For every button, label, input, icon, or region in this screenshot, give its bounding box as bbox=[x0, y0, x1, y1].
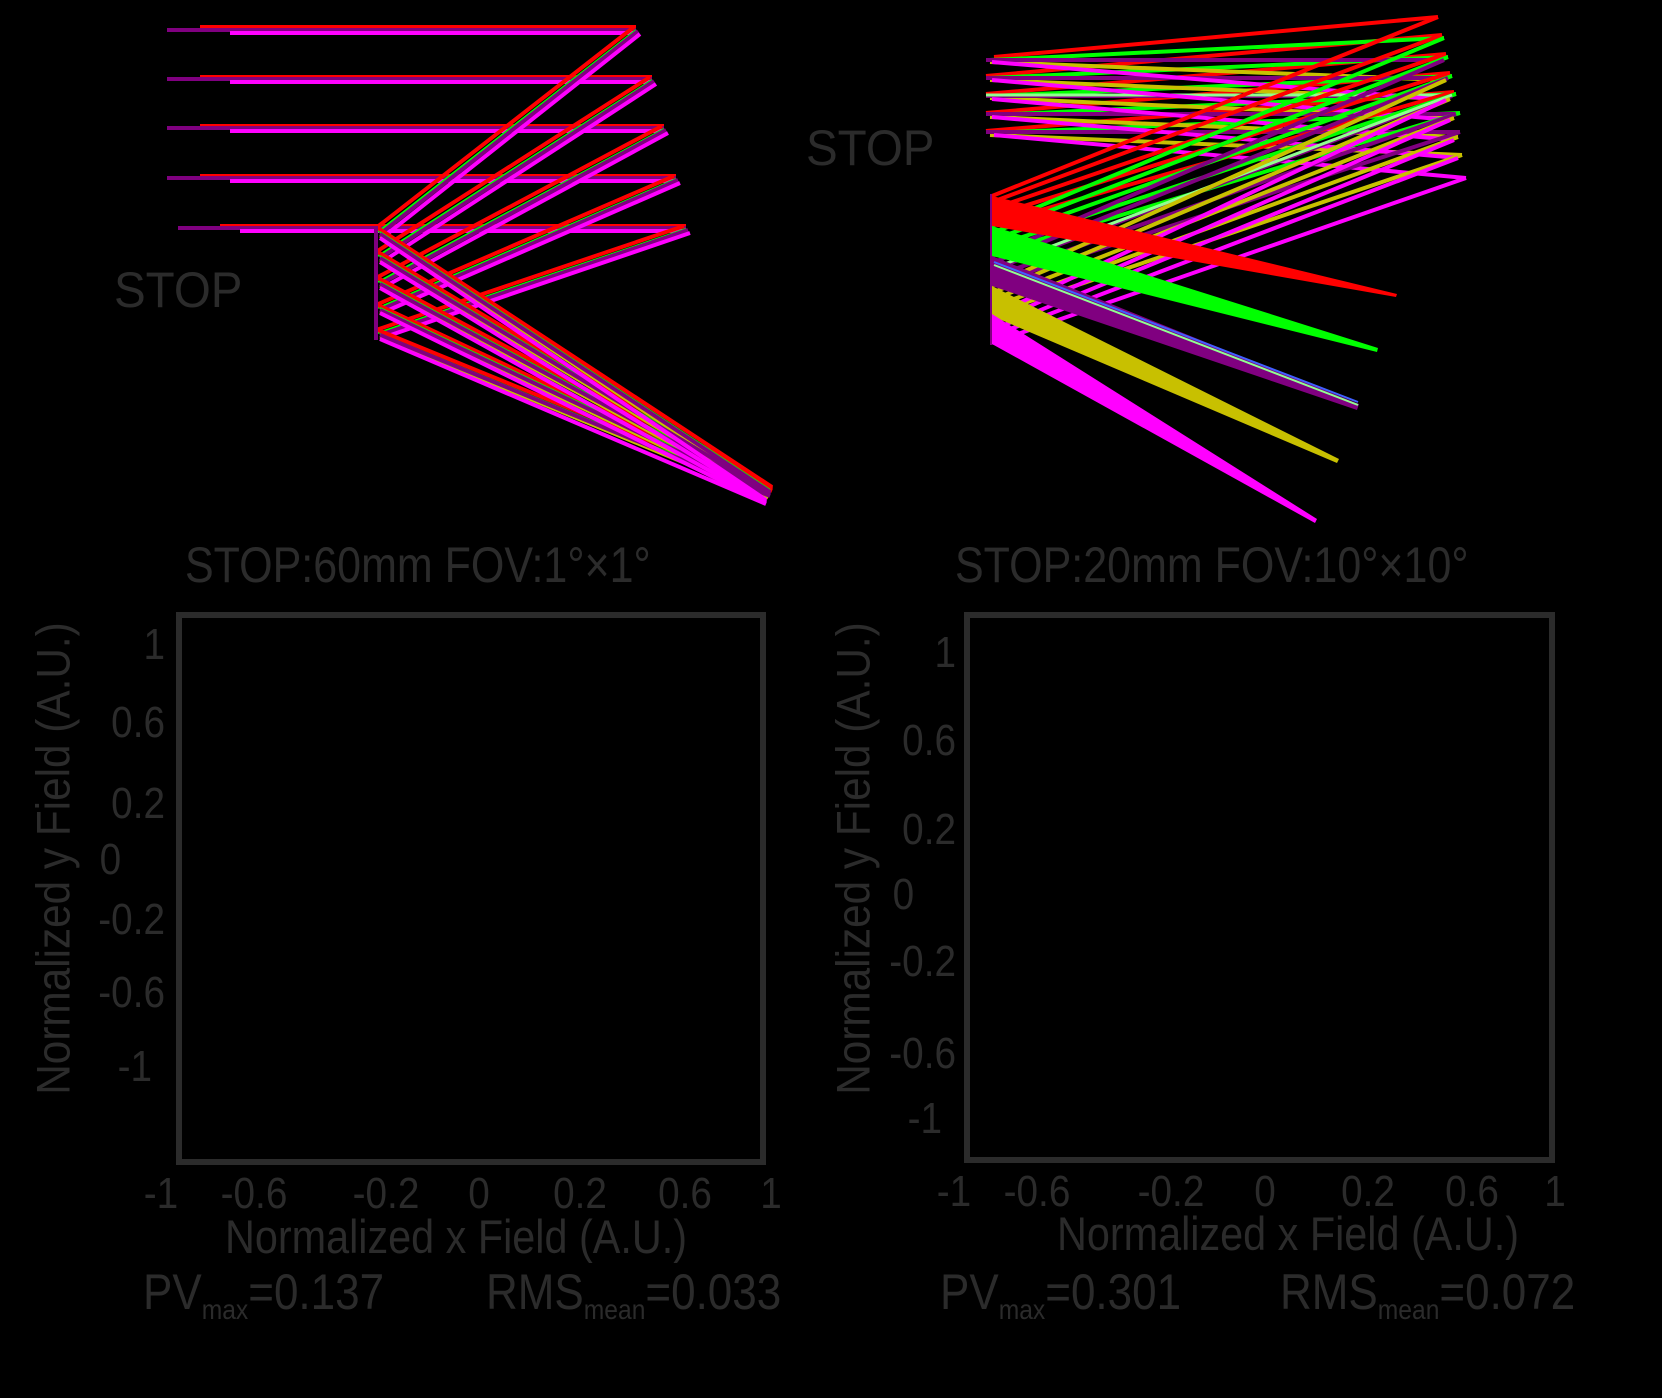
left-xtick: -0.2 bbox=[352, 1169, 420, 1218]
red-fan bbox=[992, 196, 1397, 297]
right-xtick: 0.6 bbox=[1445, 1167, 1499, 1216]
left-ytick: -0.2 bbox=[98, 895, 165, 944]
right-rms: RMSmean=0.072 bbox=[1280, 1267, 1575, 1324]
left-x-axis-label: Normalized x Field (A.U.) bbox=[225, 1210, 687, 1263]
left-ytick: 0.6 bbox=[111, 698, 165, 747]
right-stop-label: STOP bbox=[806, 120, 935, 176]
left-pv-value: =0.137 bbox=[248, 1264, 385, 1320]
right-rms-label: RMS bbox=[1280, 1264, 1378, 1320]
left-xtick: 0 bbox=[468, 1169, 490, 1218]
left-ytick: -0.6 bbox=[98, 968, 165, 1017]
left-plot-area bbox=[176, 612, 766, 1165]
right-xtick: -1 bbox=[936, 1167, 972, 1216]
yellow-fan bbox=[992, 286, 1339, 463]
right-pv-sub: max bbox=[998, 1294, 1046, 1325]
right-ytick: 0 bbox=[892, 870, 915, 919]
right-focus-fans bbox=[992, 196, 1397, 523]
right-ray-diagram bbox=[985, 15, 1467, 523]
right-y-axis-label: Normalized y Field (A.U.) bbox=[826, 622, 880, 1095]
left-rms-label: RMS bbox=[486, 1264, 584, 1320]
left-stop-to-focus bbox=[376, 226, 774, 506]
right-xtick: -0.6 bbox=[1003, 1167, 1071, 1216]
right-ytick: -0.2 bbox=[889, 937, 956, 986]
right-primary-to-stop bbox=[991, 15, 1467, 345]
right-rms-sub: mean bbox=[1377, 1294, 1440, 1325]
right-ytick: 0.2 bbox=[902, 805, 956, 854]
left-ytick: 0.2 bbox=[111, 779, 165, 828]
left-rms-value: =0.033 bbox=[645, 1264, 782, 1320]
purple-fan bbox=[992, 256, 1359, 410]
right-xtick: 0.2 bbox=[1341, 1167, 1395, 1216]
right-ytick: 1 bbox=[934, 628, 956, 677]
right-xtick: 1 bbox=[1544, 1167, 1566, 1216]
right-plot-title: STOP:20mm FOV:10°×10° bbox=[955, 537, 1469, 593]
left-metrics: PVmax=0.137 bbox=[143, 1267, 384, 1324]
right-pv-label: PV bbox=[940, 1264, 999, 1320]
right-rms-value: =0.072 bbox=[1439, 1264, 1576, 1320]
right-metrics: PVmax=0.301 bbox=[940, 1267, 1181, 1324]
left-ytick: -1 bbox=[117, 1042, 152, 1091]
left-y-axis-label: Normalized y Field (A.U.) bbox=[26, 622, 80, 1095]
left-xtick: -0.6 bbox=[220, 1169, 288, 1218]
left-pv-sub: max bbox=[201, 1294, 249, 1325]
left-xtick: 1 bbox=[760, 1169, 782, 1218]
left-pv-label: PV bbox=[143, 1264, 202, 1320]
left-ray-diagram bbox=[167, 25, 774, 506]
left-ytick: 0 bbox=[99, 835, 122, 884]
magenta-fan bbox=[992, 314, 1317, 523]
left-rms-sub: mean bbox=[583, 1294, 646, 1325]
left-rms: RMSmean=0.033 bbox=[486, 1267, 781, 1324]
right-x-axis-label: Normalized x Field (A.U.) bbox=[1057, 1207, 1519, 1260]
right-plot-area bbox=[964, 612, 1555, 1163]
right-xtick: -0.2 bbox=[1137, 1167, 1205, 1216]
left-xtick: 0.2 bbox=[553, 1169, 607, 1218]
right-xtick: 0 bbox=[1254, 1167, 1276, 1216]
right-ytick: -1 bbox=[907, 1094, 942, 1143]
left-stop-label: STOP bbox=[114, 262, 243, 318]
left-xtick: -1 bbox=[143, 1169, 179, 1218]
green-fan bbox=[992, 226, 1378, 352]
right-ytick: 0.6 bbox=[902, 716, 956, 765]
right-pv-value: =0.301 bbox=[1045, 1264, 1182, 1320]
left-plot-title: STOP:60mm FOV:1°×1° bbox=[185, 537, 651, 593]
right-ytick: -0.6 bbox=[889, 1029, 956, 1078]
left-ytick: 1 bbox=[143, 620, 165, 669]
left-xtick: 0.6 bbox=[658, 1169, 712, 1218]
